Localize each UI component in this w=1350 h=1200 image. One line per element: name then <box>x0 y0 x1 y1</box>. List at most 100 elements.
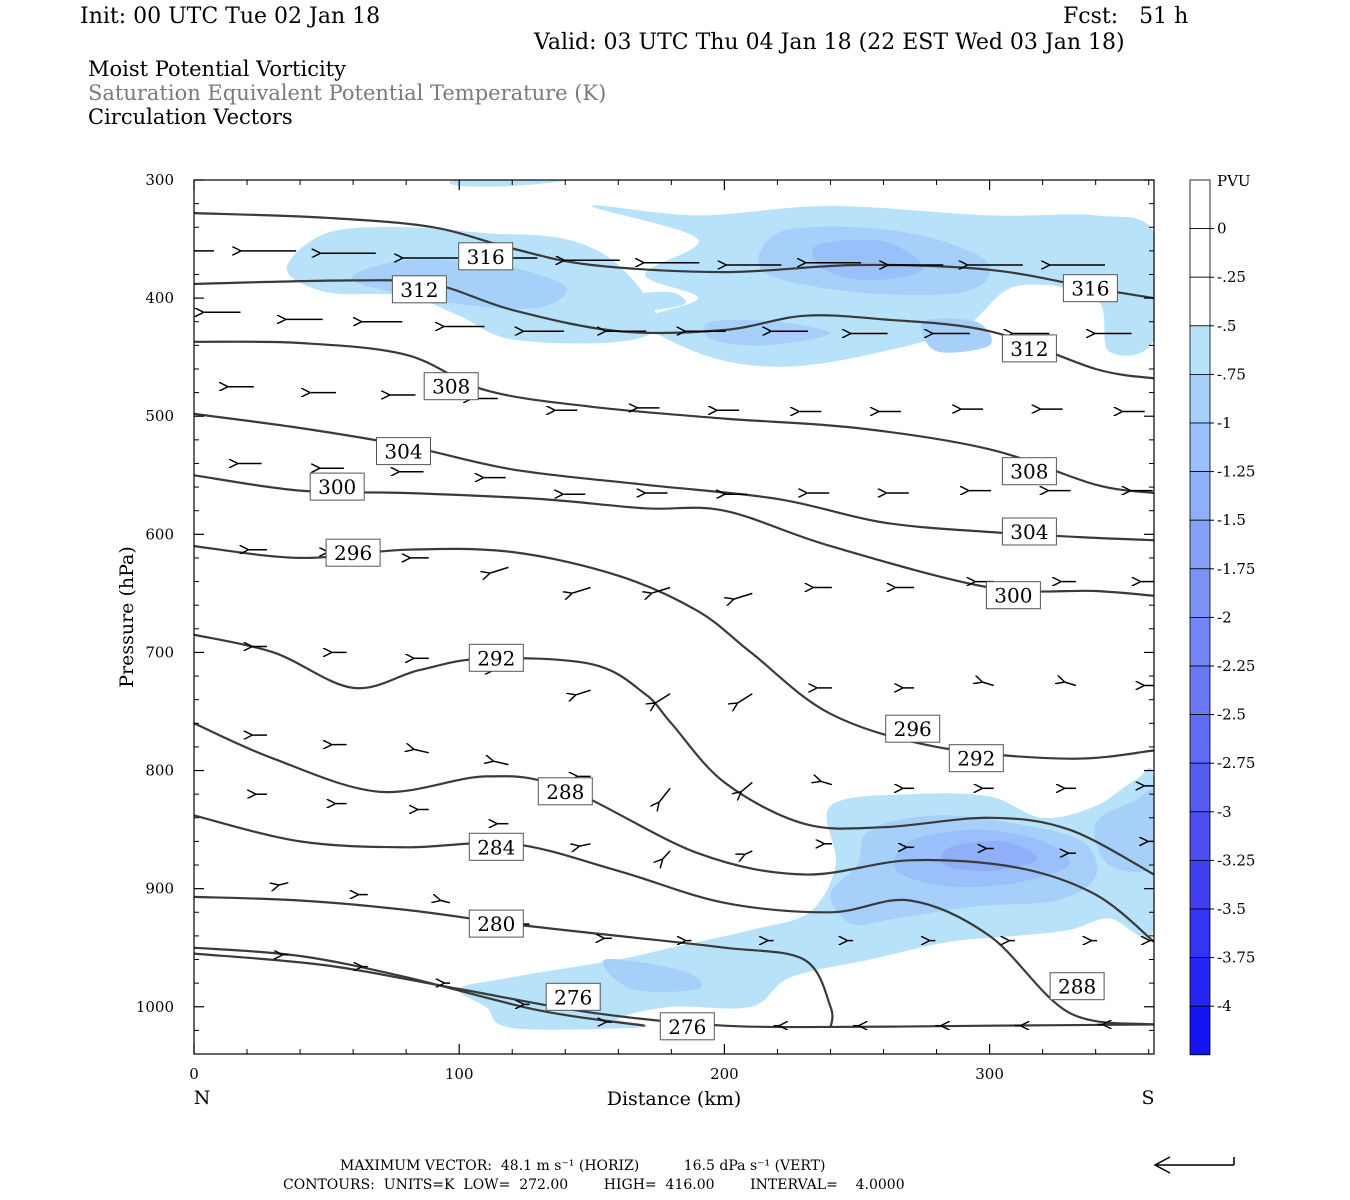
y-tick-label-1000: 1000 <box>136 998 174 1016</box>
vector-66 <box>738 693 753 703</box>
contour-label-312-1: 312 <box>1001 334 1057 363</box>
vector-75 <box>494 761 509 766</box>
pv-region-13 <box>1094 789 1154 873</box>
colorbar-swatch-9 <box>1189 617 1211 667</box>
y-tick-label-400: 400 <box>145 289 174 307</box>
vector-64 <box>576 689 591 695</box>
x-tick-label-200: 200 <box>710 1065 739 1083</box>
colorbar-label-3: -.75 <box>1217 365 1246 383</box>
x-tick-label-100: 100 <box>445 1065 474 1083</box>
contour-label-312-0: 312 <box>391 275 447 304</box>
colorbar-swatch-8 <box>1189 568 1211 618</box>
pv-region-5 <box>812 239 924 281</box>
vector-79 <box>821 781 833 786</box>
colorbar-swatch-4 <box>1189 373 1211 424</box>
colorbar-label-13: -3.25 <box>1217 851 1255 869</box>
y-tick-label-700: 700 <box>145 643 174 661</box>
contour-272 <box>194 946 645 1027</box>
colorbar-swatch-3 <box>1189 325 1211 375</box>
vector-74 <box>414 749 429 754</box>
colorbar-label-11: -2.75 <box>1217 754 1255 772</box>
colorbar-swatch-14 <box>1189 860 1211 910</box>
contour-label-280-0: 280 <box>468 909 524 938</box>
contour-316 <box>194 212 1154 300</box>
reference-vector <box>1153 1156 1235 1174</box>
max-vector-note: MAXIMUM VECTOR: 48.1 m s⁻¹ (HORIZ) 16.5 … <box>340 1158 826 1174</box>
x-axis-title: Distance (km) <box>607 1088 742 1110</box>
colorbar-label-0: 0 <box>1217 220 1227 238</box>
svg-text:300: 300 <box>318 475 356 499</box>
contour-label-276-0: 276 <box>545 982 601 1011</box>
colorbar-label-10: -2.5 <box>1217 706 1246 724</box>
forecast-hour: Fcst: 51 h <box>1063 4 1189 29</box>
y-tick-label-600: 600 <box>145 525 174 543</box>
colorbar-label-8: -2 <box>1217 608 1232 626</box>
contour-label-300-1: 300 <box>985 581 1041 610</box>
circulation-vectors <box>194 251 1154 1026</box>
contour-info: CONTOURS: UNITS=K LOW= 272.00 HIGH= 416.… <box>283 1177 905 1193</box>
y-axis-title: Pressure (hPa) <box>116 546 138 688</box>
colorbar-swatch-15 <box>1189 908 1211 958</box>
colorbar-label-5: -1.25 <box>1217 463 1255 481</box>
colorbar-swatch-13 <box>1189 811 1211 861</box>
pv-region-14 <box>602 958 702 993</box>
svg-text:304: 304 <box>384 440 422 464</box>
contour-label-292-1: 292 <box>948 744 1004 773</box>
svg-text:296: 296 <box>334 541 372 565</box>
contour-label-296-0: 296 <box>325 538 381 567</box>
colorbar-label-4: -1 <box>1217 414 1232 432</box>
y-tick-label-300: 300 <box>145 171 174 189</box>
vector-88 <box>580 844 591 846</box>
contour-284 <box>194 814 1154 1026</box>
contour-label-304-0: 304 <box>376 437 431 466</box>
contour-label-292-0: 292 <box>468 643 524 672</box>
contour-288 <box>194 722 1154 943</box>
pv-region-12 <box>940 840 1038 872</box>
colorbar-swatch-5 <box>1189 422 1211 472</box>
svg-text:300: 300 <box>994 584 1032 608</box>
contour-label-304-1: 304 <box>1001 517 1057 546</box>
colorbar-label-12: -3 <box>1217 803 1232 821</box>
colorbar-swatch-1 <box>1189 228 1211 278</box>
vector-90 <box>745 850 753 854</box>
colorbar-swatch-12 <box>1189 762 1211 813</box>
colorbar-label-1: -.25 <box>1217 268 1246 286</box>
field-title-thetae: Saturation Equivalent Potential Temperat… <box>88 81 607 105</box>
contour-label-308-0: 308 <box>423 372 479 401</box>
vector-52 <box>572 586 591 594</box>
vector-96 <box>279 881 289 885</box>
contour-label-308-1: 308 <box>1001 457 1057 486</box>
contour-292 <box>194 633 1154 876</box>
colorbar-swatch-10 <box>1189 665 1211 715</box>
y-tick-label-800: 800 <box>145 762 174 780</box>
svg-text:276: 276 <box>554 985 592 1009</box>
svg-text:304: 304 <box>1010 520 1048 544</box>
svg-text:288: 288 <box>1058 975 1096 999</box>
x-tick-label-300: 300 <box>975 1065 1004 1083</box>
colorbar-label-2: -.5 <box>1217 317 1236 335</box>
svg-text:296: 296 <box>894 717 932 741</box>
x-tick-label-0: 0 <box>189 1065 199 1083</box>
pv-colorbar: PVU 0 -.25 -.5 -.75 -1 -1.25 -1.5 -1.75 -2 -2.25 -2… <box>1189 172 1255 1056</box>
svg-text:288: 288 <box>546 780 584 804</box>
svg-text:276: 276 <box>668 1015 706 1039</box>
field-title-vectors: Circulation Vectors <box>88 105 293 129</box>
vector-70 <box>1065 682 1077 687</box>
colorbar-label-16: -4 <box>1217 997 1232 1015</box>
plot-frame <box>193 179 1155 1055</box>
svg-text:308: 308 <box>1010 460 1048 484</box>
colorbar-label-6: -1.5 <box>1217 511 1246 529</box>
contour-label-288-0: 288 <box>537 777 593 806</box>
vector-69 <box>983 682 994 687</box>
contour-280 <box>194 895 834 1029</box>
vector-65 <box>655 693 671 703</box>
y-tick-label-900: 900 <box>145 880 174 898</box>
contour-label-316-1: 316 <box>1062 274 1118 303</box>
colorbar-label-7: -1.75 <box>1217 560 1255 578</box>
pv-shading <box>286 180 1154 1030</box>
contour-label-300-0: 300 <box>309 472 365 501</box>
svg-text:280: 280 <box>477 912 515 936</box>
svg-text:316: 316 <box>1071 277 1109 301</box>
colorbar-label-9: -2.25 <box>1217 657 1255 675</box>
